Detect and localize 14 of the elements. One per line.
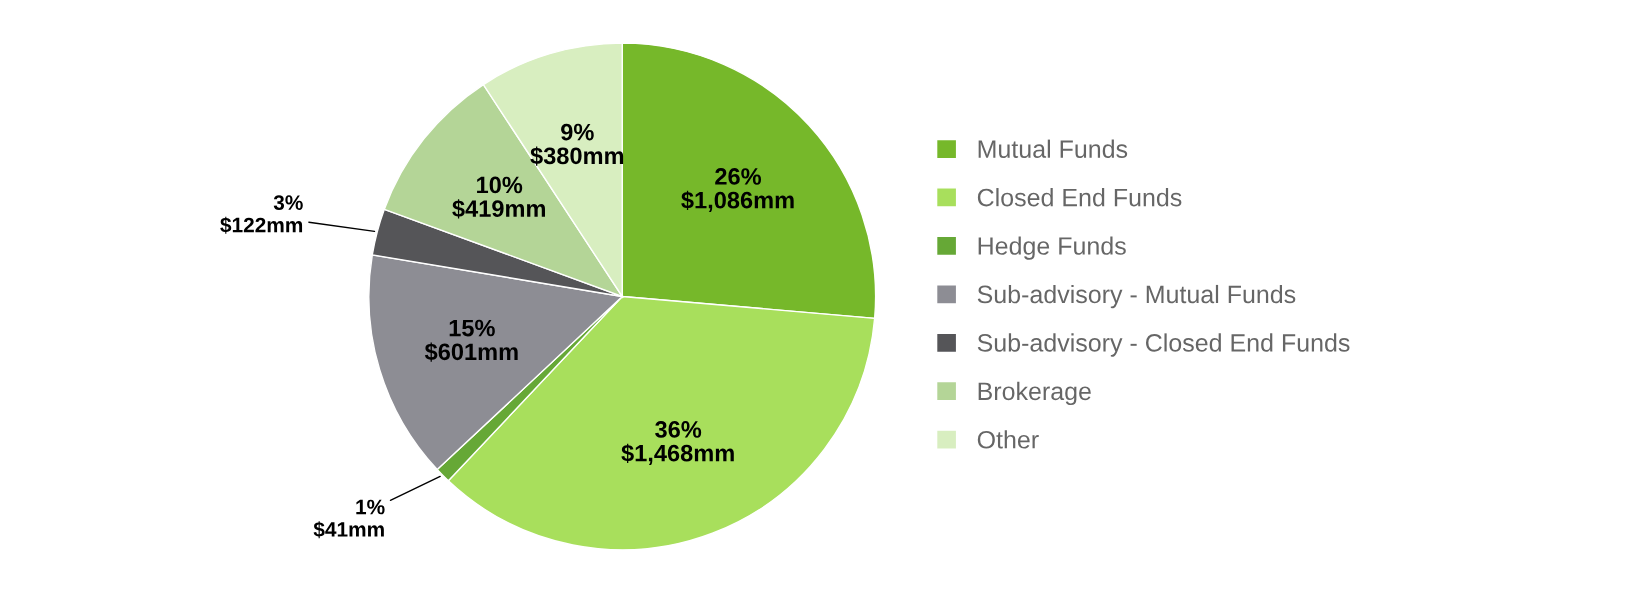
legend-label: Brokerage (978, 381, 1091, 406)
legend-label: Hedge Funds (978, 236, 1126, 260)
data-label: 3% $122mm (220, 195, 303, 234)
data-label: 1% $41mm (313, 499, 385, 539)
legend-label: Mutual Funds (978, 139, 1128, 158)
data-label: 10% $419mm (452, 176, 545, 219)
legend-label: Other (977, 430, 1039, 449)
data-label: 26% $1,086mm (681, 168, 794, 212)
legend-label: Closed End Funds (977, 188, 1182, 207)
data-label: 15% $601mm (424, 319, 518, 362)
data-label: 36% $1,468mm (621, 421, 734, 465)
data-label: 9% $380mm (530, 123, 624, 166)
legend-label: Sub-advisory - Closed End Funds (977, 333, 1350, 357)
legend-label: Sub-advisory - Mutual Funds (977, 284, 1296, 309)
